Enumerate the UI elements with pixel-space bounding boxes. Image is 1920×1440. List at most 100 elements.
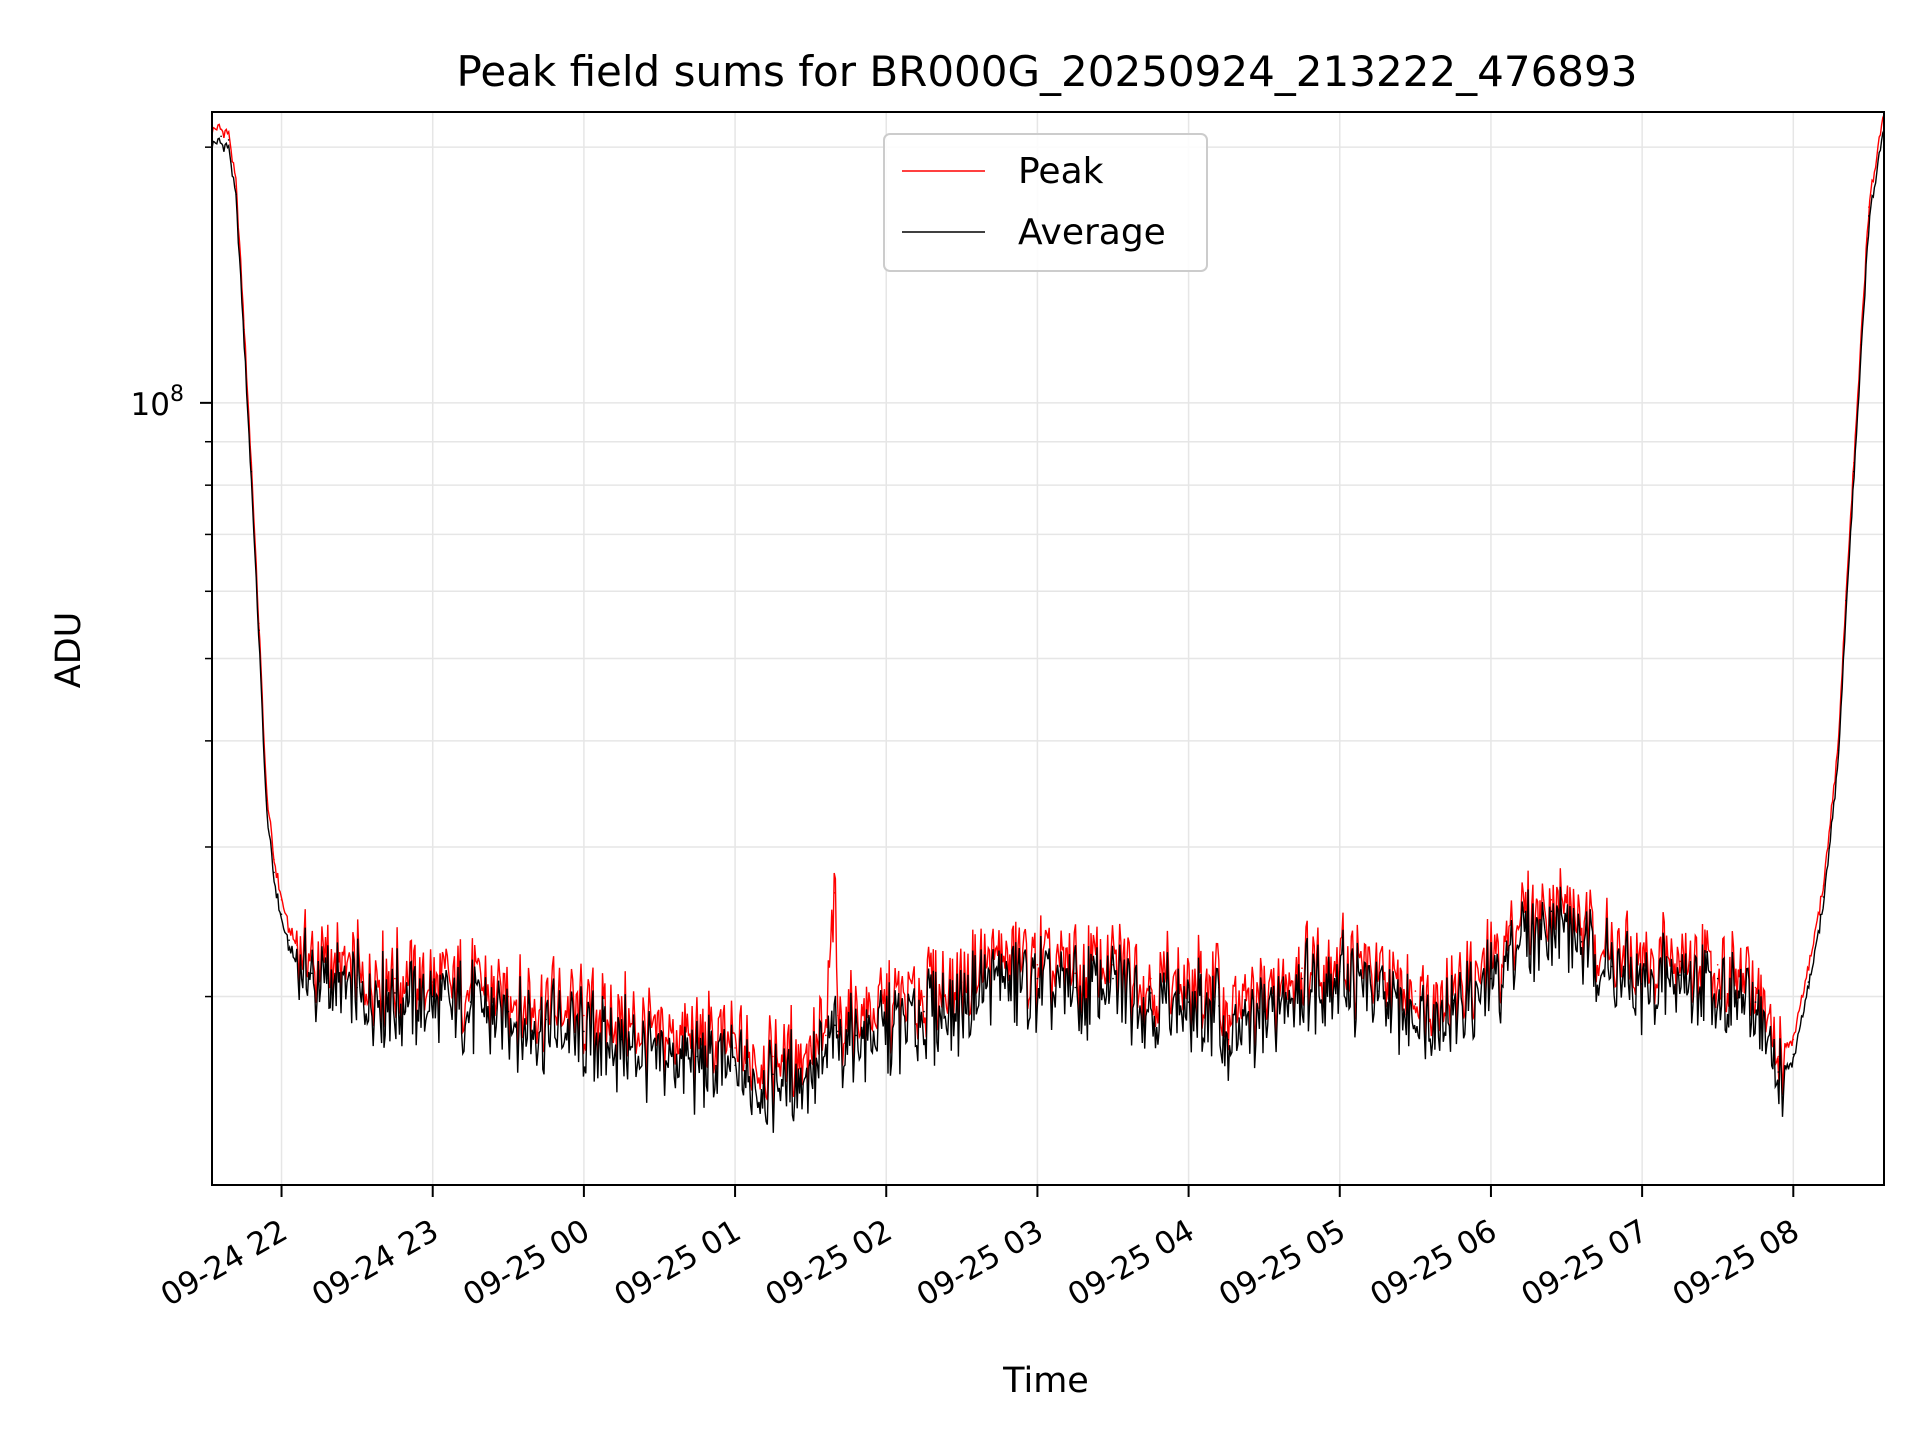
series-layer (212, 112, 1884, 1133)
data-point-average-55 (1679, 974, 1681, 976)
data-point-peak-52 (1580, 928, 1583, 931)
data-point-average-42 (1227, 1038, 1229, 1041)
data-point-peak-57 (1754, 986, 1757, 989)
data-point-average-33 (923, 1010, 925, 1013)
x-axis-label: Time (1002, 1361, 1089, 1401)
data-point-average-40 (1187, 1001, 1190, 1003)
data-point-peak-16 (431, 981, 434, 983)
data-point-average-35 (998, 969, 1001, 971)
data-point-average-31 (855, 1034, 857, 1037)
data-point-peak-26 (809, 1045, 812, 1047)
data-point-average-52 (1580, 941, 1583, 943)
data-point-average-36 (1036, 977, 1039, 980)
data-point-peak-29 (837, 1014, 839, 1017)
data-point-peak-8 (273, 858, 275, 861)
data-point-average-53 (1611, 965, 1613, 968)
data-point-average-6 (258, 629, 260, 631)
data-point-average-7 (265, 800, 268, 802)
legend: Peak Average (883, 133, 1208, 272)
data-point-average-34 (961, 995, 963, 998)
data-point-average-39 (1150, 992, 1152, 994)
data-point-peak-58 (1777, 1055, 1779, 1058)
data-point-peak-15 (394, 977, 396, 980)
data-point-peak-3 (235, 185, 237, 187)
data-point-average-18 (507, 1010, 510, 1013)
data-point-average-19 (545, 1018, 547, 1021)
data-point-average-32 (885, 1022, 887, 1025)
data-point-average-14 (356, 986, 358, 989)
data-point-average-60 (1807, 981, 1810, 983)
data-point-peak-36 (1036, 964, 1039, 966)
data-point-peak-48 (1452, 986, 1454, 989)
data-point-peak-47 (1414, 990, 1417, 992)
data-point-average-1 (220, 135, 222, 138)
data-point-average-28 (834, 1024, 836, 1027)
data-point-peak-61 (1822, 885, 1825, 887)
data-point-average-66 (1868, 215, 1870, 217)
data-point-average-26 (809, 1062, 812, 1064)
data-point-average-16 (431, 995, 434, 998)
data-point-peak-17 (469, 986, 472, 989)
data-point-average-62 (1837, 749, 1840, 751)
data-point-average-63 (1845, 599, 1847, 602)
data-point-peak-22 (658, 1030, 661, 1033)
data-point-average-24 (734, 1064, 736, 1067)
data-point-average-56 (1716, 977, 1719, 980)
data-point-peak-59 (1792, 1038, 1795, 1041)
y-tick-label-0: 108 (131, 382, 184, 423)
data-point-average-59 (1792, 1053, 1795, 1056)
data-point-peak-56 (1716, 964, 1719, 966)
data-point-peak-27 (825, 1034, 827, 1037)
legend-box (883, 133, 1208, 272)
data-point-average-25 (772, 1073, 774, 1076)
series-line-average (212, 129, 1884, 1133)
data-point-average-46 (1376, 990, 1379, 992)
data-point-average-47 (1414, 1003, 1417, 1005)
data-point-average-51 (1550, 910, 1553, 913)
data-point-average-61 (1822, 896, 1825, 898)
data-point-peak-20 (583, 1014, 585, 1017)
data-point-average-54 (1641, 983, 1643, 985)
data-point-average-9 (280, 913, 283, 915)
data-point-average-38 (1112, 977, 1114, 980)
data-point-average-17 (469, 1001, 472, 1003)
data-point-average-37 (1074, 986, 1076, 989)
legend-label-average: Average (1018, 212, 1166, 253)
data-point-average-22 (658, 1047, 661, 1049)
data-point-average-64 (1853, 470, 1855, 473)
data-point-peak-10 (288, 928, 290, 931)
data-point-average-5 (250, 470, 253, 473)
data-point-peak-30 (840, 1010, 842, 1013)
data-point-average-8 (273, 871, 275, 874)
data-point-average-13 (326, 977, 328, 980)
data-point-peak-2 (227, 131, 230, 134)
data-point-average-30 (840, 1026, 842, 1029)
data-point-average-3 (235, 193, 237, 196)
data-point-peak-25 (772, 1055, 774, 1058)
legend-label-peak: Peak (1018, 151, 1104, 192)
data-point-average-57 (1754, 1001, 1757, 1003)
data-point-average-50 (1527, 925, 1530, 927)
data-point-peak-24 (734, 1047, 736, 1049)
data-point-peak-55 (1679, 960, 1681, 963)
data-point-peak-1 (220, 128, 222, 130)
y-axis-label: ADU (49, 612, 89, 689)
data-point-average-45 (1339, 970, 1341, 973)
data-point-average-27 (825, 1051, 827, 1053)
data-point-average-2 (227, 139, 230, 141)
data-point-peak-66 (1868, 206, 1870, 208)
data-point-average-43 (1263, 1010, 1265, 1013)
data-point-average-10 (288, 939, 290, 941)
data-point-average-48 (1452, 999, 1454, 1002)
data-point-peak-60 (1807, 969, 1810, 971)
data-point-average-29 (837, 1030, 839, 1033)
data-point-peak-44 (1301, 967, 1303, 969)
data-point-average-11 (295, 955, 298, 958)
data-point-peak-51 (1550, 899, 1553, 901)
data-point-average-49 (1490, 977, 1492, 980)
y-axis: 108 (131, 146, 212, 998)
data-point-average-4 (242, 328, 245, 331)
data-point-average-41 (1218, 1005, 1220, 1007)
data-point-peak-42 (1227, 1014, 1229, 1017)
